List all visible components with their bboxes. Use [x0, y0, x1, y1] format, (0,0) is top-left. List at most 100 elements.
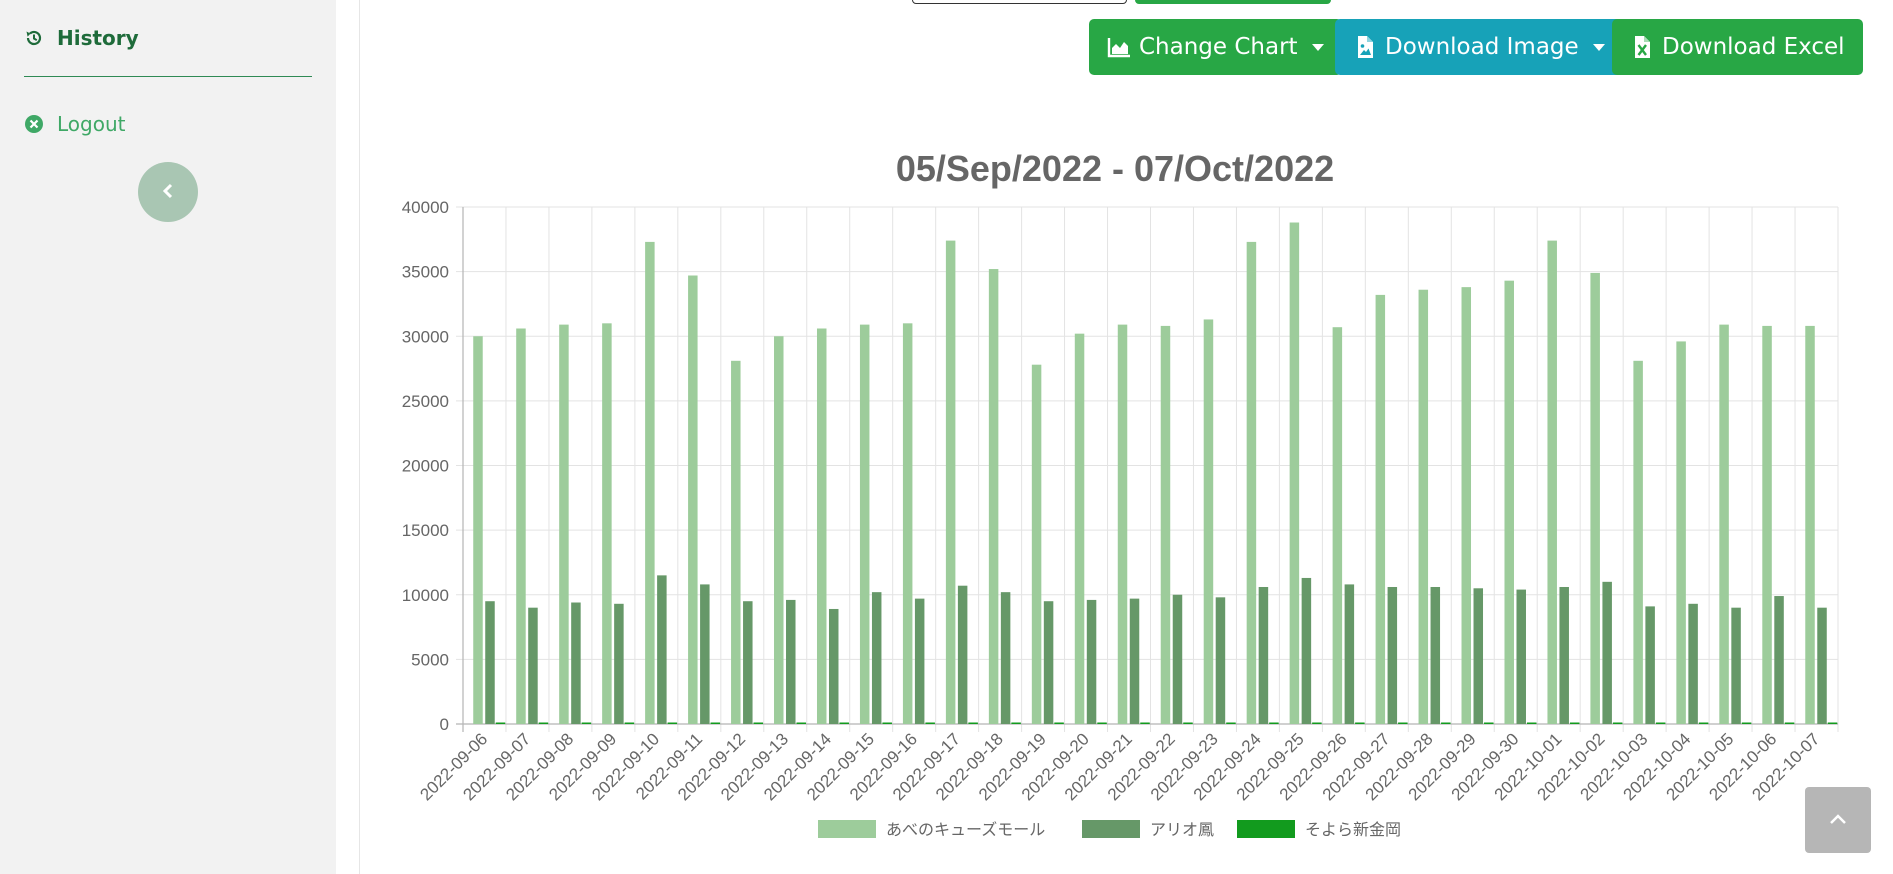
download-excel-button[interactable]: Download Excel [1612, 19, 1863, 75]
bar [700, 584, 710, 724]
legend-swatch [1237, 820, 1295, 838]
legend-label: そよら新金岡 [1305, 820, 1401, 839]
sidebar-item-history[interactable]: History [24, 26, 139, 50]
download-image-button[interactable]: Download Image [1335, 19, 1623, 75]
bar [1398, 722, 1408, 724]
chart-legend: あべのキューズモール アリオ鳳 そよら新金岡 [818, 820, 1401, 839]
bar [796, 722, 807, 724]
bar [1633, 360, 1643, 724]
bar [1269, 722, 1279, 724]
scroll-to-top-button[interactable] [1805, 787, 1871, 853]
bar [1461, 287, 1472, 724]
sidebar: History Logout [0, 0, 336, 874]
bar [1129, 598, 1140, 724]
bar [1054, 722, 1064, 724]
download-image-label: Download Image [1385, 34, 1579, 60]
y-tick-label: 25000 [402, 392, 449, 411]
bar [1301, 577, 1312, 724]
y-tick-label: 5000 [411, 650, 449, 669]
bar [859, 324, 870, 724]
bar [1484, 722, 1494, 724]
bar [1312, 722, 1322, 724]
date-range-input[interactable] [912, 0, 1127, 4]
bar [1516, 589, 1526, 724]
bar [1676, 341, 1686, 724]
bar [1602, 581, 1612, 724]
bar [528, 607, 538, 724]
area-chart-icon [1107, 35, 1131, 59]
x-axis: 2022-09-062022-09-072022-09-082022-09-09… [416, 729, 1823, 804]
file-image-icon [1353, 35, 1377, 59]
bar [774, 336, 784, 724]
sidebar-divider [24, 76, 312, 77]
bar [945, 240, 956, 724]
change-chart-button[interactable]: Change Chart [1089, 19, 1342, 75]
bar [1590, 272, 1600, 724]
bar [1086, 599, 1097, 724]
y-tick-label: 35000 [402, 263, 449, 282]
legend-item: アリオ鳳 [1082, 820, 1214, 839]
legend-item: あべのキューズモール [818, 820, 1045, 839]
bar [1526, 722, 1537, 724]
bar [1784, 722, 1795, 724]
close-circle-icon [24, 114, 44, 134]
bar [1258, 586, 1269, 724]
bar [902, 323, 913, 724]
bar [1215, 597, 1226, 724]
bar [871, 592, 882, 724]
bar [1504, 280, 1514, 724]
chart-title: 05/Sep/2022 - 07/Oct/2022 [896, 148, 1334, 189]
bar [839, 722, 849, 724]
chevron-down-icon [1592, 43, 1605, 51]
y-tick-label: 10000 [402, 586, 449, 605]
bar [1246, 241, 1257, 724]
bar [1203, 319, 1214, 724]
bar [624, 722, 635, 724]
bar [1719, 324, 1729, 724]
legend-label: あべのキューズモール [886, 820, 1045, 839]
bar [495, 722, 506, 724]
chart-bars [473, 222, 1838, 724]
sidebar-item-logout[interactable]: Logout [24, 112, 125, 136]
bar [1441, 722, 1451, 724]
bar [1762, 325, 1772, 724]
bar [581, 722, 592, 724]
bar [731, 360, 741, 724]
chevron-left-icon [161, 183, 175, 202]
bar [957, 585, 968, 724]
bar [1655, 722, 1666, 724]
bar [1000, 592, 1011, 724]
bar [667, 722, 678, 724]
bar [988, 269, 999, 724]
bar-chart: 05/Sep/2022 - 07/Oct/2022 0 5000 10000 1500… [402, 148, 1839, 839]
bar [559, 324, 569, 724]
bar [645, 241, 655, 724]
bar [1547, 240, 1557, 724]
bar [1827, 722, 1838, 724]
bar [1473, 588, 1484, 724]
bar [473, 336, 483, 724]
bar [1418, 289, 1429, 724]
file-excel-icon [1630, 35, 1654, 59]
search-button[interactable] [1135, 0, 1331, 4]
bar [816, 328, 827, 724]
bar [786, 599, 796, 724]
y-tick-label: 20000 [402, 457, 449, 476]
sidebar-collapse-button[interactable] [138, 162, 198, 222]
bar [516, 328, 526, 724]
bar [1226, 722, 1236, 724]
bar [1741, 722, 1752, 724]
bar [571, 602, 581, 724]
bar [614, 603, 624, 724]
bar [743, 601, 753, 724]
change-chart-label: Change Chart [1139, 34, 1298, 60]
legend-swatch [818, 820, 876, 838]
sidebar-item-label: Logout [57, 112, 126, 136]
chart-container: 05/Sep/2022 - 07/Oct/2022 0 5000 10000 1500… [382, 140, 1862, 860]
bar [1344, 584, 1355, 724]
history-icon [24, 28, 44, 48]
y-tick-label: 40000 [402, 198, 449, 217]
bar [753, 722, 764, 724]
bar [1117, 324, 1128, 724]
bar [1160, 325, 1171, 724]
